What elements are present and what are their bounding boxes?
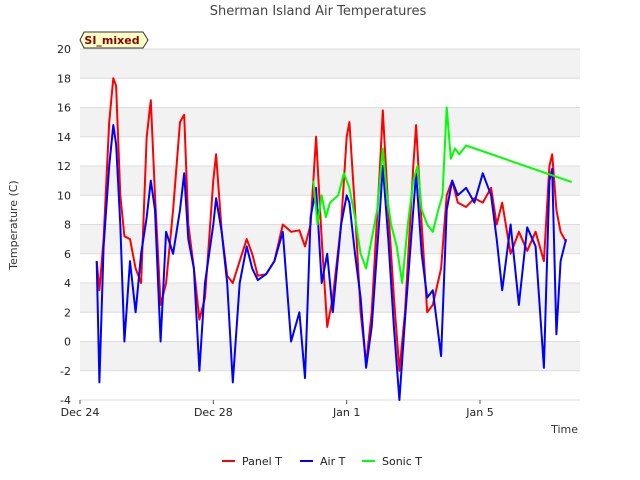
series-lines xyxy=(95,77,573,401)
legend-label: Air T xyxy=(320,455,346,468)
tag-label: SI_mixed xyxy=(84,34,139,47)
y-tick-label: 4 xyxy=(64,277,71,290)
grid-lines xyxy=(80,48,580,401)
chart-title: Sherman Island Air Temperatures xyxy=(210,4,427,19)
y-tick-label: 20 xyxy=(57,43,71,56)
tag-box: SI_mixed xyxy=(79,31,149,49)
x-axis-label: Time xyxy=(550,423,578,436)
y-tick-label: 6 xyxy=(64,248,71,261)
legend-label: Panel T xyxy=(242,455,282,468)
y-tick-label: 16 xyxy=(57,102,71,115)
y-tick-label: 0 xyxy=(64,336,71,349)
plot-band xyxy=(80,166,580,196)
legend-label: Sonic T xyxy=(382,455,422,468)
plot-band xyxy=(80,49,580,79)
y-axis-ticks: -4 -2 0 2 4 6 8 10 12 14 16 18 20 xyxy=(57,43,71,407)
x-tick-label: Dec 28 xyxy=(194,406,233,419)
y-tick-label: -4 xyxy=(60,394,71,407)
x-tick-label: Jan 5 xyxy=(465,406,493,419)
series-line-sonic-t xyxy=(312,106,573,284)
y-axis-label: Temperature (C) xyxy=(7,180,20,270)
x-axis-ticks: Dec 24 Dec 28 Jan 1 Jan 5 xyxy=(61,400,494,419)
legend: Panel T Air T Sonic T xyxy=(222,455,422,468)
y-tick-label: 2 xyxy=(64,306,71,319)
plot-band xyxy=(80,107,580,137)
plot-band xyxy=(80,370,580,400)
plot-band xyxy=(80,136,580,166)
tag-box-shape xyxy=(79,31,149,49)
y-tick-label: 18 xyxy=(57,72,71,85)
series-line-air-t xyxy=(95,124,568,401)
y-tick-label: 8 xyxy=(64,219,71,232)
y-tick-label: 14 xyxy=(57,131,71,144)
y-tick-label: -2 xyxy=(60,365,71,378)
x-tick-label: Jan 1 xyxy=(332,406,360,419)
x-tick-label: Dec 24 xyxy=(61,406,100,419)
y-tick-label: 10 xyxy=(57,189,71,202)
plot-band xyxy=(80,78,580,108)
plot-band xyxy=(80,341,580,371)
y-tick-label: 12 xyxy=(57,160,71,173)
